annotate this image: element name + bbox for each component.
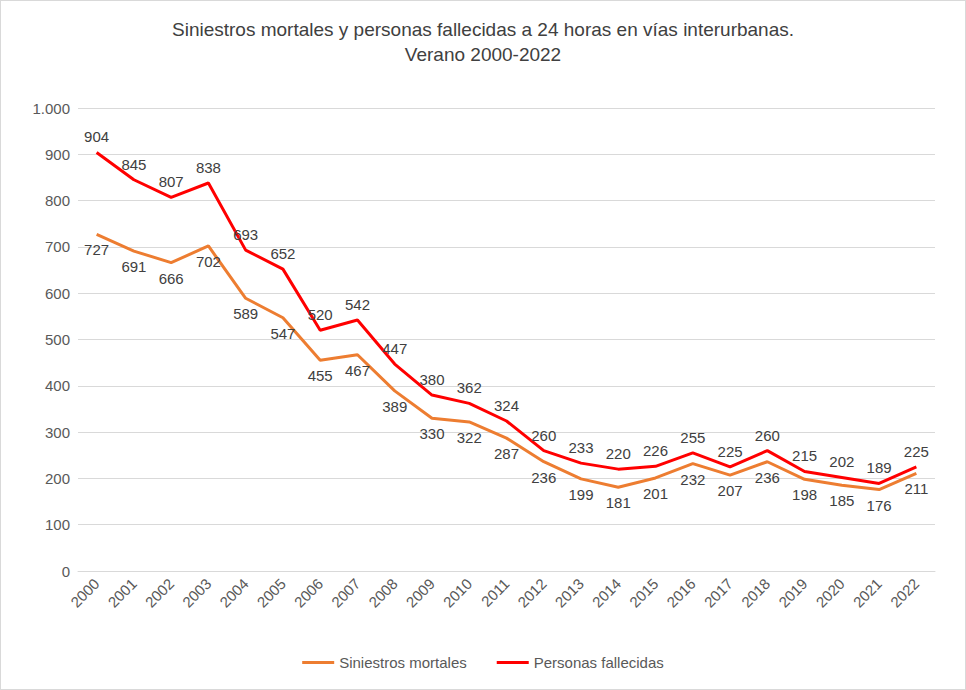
- svg-text:900: 900: [45, 146, 70, 163]
- svg-text:Siniestros mortales y personas: Siniestros mortales y personas fallecida…: [172, 19, 794, 40]
- svg-text:287: 287: [494, 445, 519, 462]
- svg-text:2009: 2009: [402, 575, 438, 611]
- svg-text:2002: 2002: [142, 575, 178, 611]
- svg-text:838: 838: [196, 159, 221, 176]
- svg-text:199: 199: [569, 486, 594, 503]
- svg-text:324: 324: [494, 397, 519, 414]
- svg-text:2005: 2005: [253, 575, 289, 611]
- svg-text:2014: 2014: [589, 575, 625, 611]
- svg-text:176: 176: [867, 497, 892, 514]
- svg-text:800: 800: [45, 192, 70, 209]
- svg-text:232: 232: [680, 471, 705, 488]
- svg-text:207: 207: [718, 482, 743, 499]
- svg-text:702: 702: [196, 253, 221, 270]
- svg-text:330: 330: [419, 425, 444, 442]
- svg-text:226: 226: [643, 442, 668, 459]
- svg-text:467: 467: [345, 362, 370, 379]
- svg-text:Verano 2000-2022: Verano 2000-2022: [405, 44, 561, 65]
- svg-text:2010: 2010: [440, 575, 476, 611]
- svg-text:2017: 2017: [700, 575, 736, 611]
- svg-text:2001: 2001: [104, 575, 140, 611]
- svg-text:362: 362: [457, 379, 482, 396]
- svg-text:233: 233: [569, 439, 594, 456]
- svg-text:220: 220: [606, 445, 631, 462]
- svg-text:260: 260: [755, 427, 780, 444]
- svg-text:236: 236: [755, 469, 780, 486]
- svg-text:300: 300: [45, 424, 70, 441]
- svg-text:500: 500: [45, 331, 70, 348]
- svg-text:Personas fallecidas: Personas fallecidas: [534, 654, 664, 671]
- svg-text:2007: 2007: [328, 575, 364, 611]
- svg-text:Siniestros mortales: Siniestros mortales: [339, 654, 467, 671]
- svg-text:807: 807: [159, 173, 184, 190]
- svg-text:845: 845: [121, 156, 146, 173]
- svg-text:2012: 2012: [514, 575, 550, 611]
- svg-text:200: 200: [45, 470, 70, 487]
- svg-text:2020: 2020: [812, 575, 848, 611]
- svg-text:2018: 2018: [738, 575, 774, 611]
- svg-text:727: 727: [84, 241, 109, 258]
- svg-text:1.000: 1.000: [32, 100, 70, 117]
- svg-text:904: 904: [84, 128, 109, 145]
- svg-text:211: 211: [904, 480, 928, 497]
- svg-text:322: 322: [457, 429, 482, 446]
- svg-text:215: 215: [792, 447, 817, 464]
- svg-text:389: 389: [382, 398, 407, 415]
- svg-text:201: 201: [643, 485, 668, 502]
- svg-text:2003: 2003: [179, 575, 215, 611]
- svg-text:0: 0: [62, 563, 70, 580]
- svg-text:2004: 2004: [216, 575, 252, 611]
- svg-text:2013: 2013: [551, 575, 587, 611]
- svg-text:225: 225: [904, 443, 929, 460]
- svg-text:189: 189: [867, 459, 892, 476]
- svg-text:185: 185: [829, 492, 854, 509]
- svg-text:666: 666: [159, 270, 184, 287]
- svg-text:2008: 2008: [365, 575, 401, 611]
- svg-text:255: 255: [680, 429, 705, 446]
- svg-text:400: 400: [45, 377, 70, 394]
- svg-text:2022: 2022: [887, 575, 923, 611]
- svg-text:693: 693: [233, 226, 258, 243]
- svg-text:198: 198: [792, 486, 817, 503]
- svg-text:691: 691: [121, 258, 146, 275]
- svg-text:700: 700: [45, 238, 70, 255]
- svg-text:2006: 2006: [291, 575, 327, 611]
- svg-text:225: 225: [718, 443, 743, 460]
- svg-text:380: 380: [419, 371, 444, 388]
- svg-text:652: 652: [270, 245, 295, 262]
- svg-text:181: 181: [606, 494, 631, 511]
- svg-text:455: 455: [308, 367, 333, 384]
- svg-text:589: 589: [233, 305, 258, 322]
- svg-text:600: 600: [45, 285, 70, 302]
- svg-text:542: 542: [345, 296, 370, 313]
- svg-text:202: 202: [829, 453, 854, 470]
- svg-text:520: 520: [308, 306, 333, 323]
- svg-text:2016: 2016: [663, 575, 699, 611]
- svg-text:2019: 2019: [775, 575, 811, 611]
- svg-text:236: 236: [531, 469, 556, 486]
- svg-text:2021: 2021: [850, 575, 886, 611]
- svg-text:447: 447: [382, 340, 407, 357]
- svg-text:2011: 2011: [478, 575, 513, 610]
- svg-text:260: 260: [531, 427, 556, 444]
- svg-text:2000: 2000: [67, 575, 103, 611]
- svg-text:547: 547: [270, 325, 295, 342]
- svg-text:100: 100: [45, 516, 70, 533]
- svg-text:2015: 2015: [626, 575, 662, 611]
